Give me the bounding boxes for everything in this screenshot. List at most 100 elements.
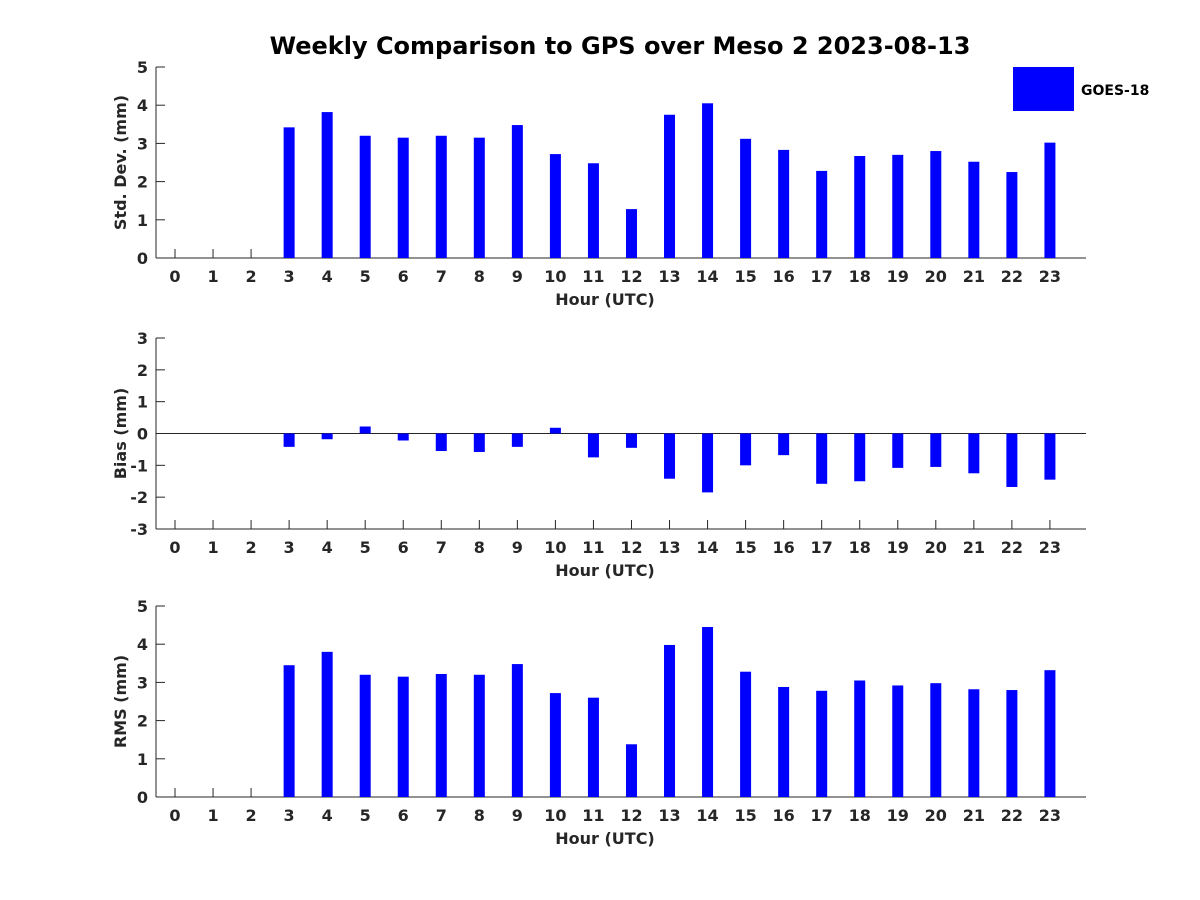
y-axis-label: RMS (mm) [111, 655, 130, 748]
bar-hour-3 [283, 665, 295, 797]
bar-hour-6 [397, 433, 409, 441]
x-tick-label: 8 [474, 538, 485, 557]
bar-hour-13 [664, 433, 676, 479]
y-tick-label: 0 [137, 425, 148, 444]
bar-hour-4 [321, 112, 333, 259]
y-tick-label: -2 [130, 488, 148, 507]
x-tick-label: 0 [169, 806, 180, 825]
x-tick-label: 1 [207, 806, 218, 825]
x-tick-label: 21 [963, 538, 985, 557]
bar-hour-15 [740, 433, 752, 466]
bar-hour-21 [968, 433, 980, 474]
x-tick-label: 11 [582, 538, 604, 557]
y-tick-label: 4 [137, 635, 148, 654]
x-tick-label: 23 [1039, 806, 1061, 825]
y-tick-label: 1 [137, 750, 148, 769]
bar-hour-14 [702, 103, 714, 258]
bar-hour-13 [664, 644, 676, 797]
x-tick-label: 7 [436, 806, 447, 825]
x-tick-label: 0 [169, 267, 180, 286]
x-axis-label: Hour (UTC) [555, 561, 655, 580]
x-tick-label: 7 [436, 267, 447, 286]
x-tick-label: 9 [512, 806, 523, 825]
bar-hour-8 [473, 433, 485, 452]
bar-hour-12 [625, 744, 637, 797]
x-tick-label: 8 [474, 267, 485, 286]
x-tick-label: 6 [398, 806, 409, 825]
bar-hour-12 [625, 209, 637, 258]
x-tick-label: 10 [544, 538, 566, 557]
bar-hour-19 [892, 433, 904, 468]
bar-hour-10 [549, 427, 561, 434]
bar-hour-14 [702, 627, 714, 797]
bar-hour-8 [473, 137, 485, 258]
x-tick-label: 19 [887, 806, 909, 825]
bar-hour-17 [816, 170, 828, 258]
x-tick-label: 6 [398, 538, 409, 557]
bar-hour-7 [435, 433, 447, 452]
bar-hour-3 [283, 433, 295, 447]
x-tick-label: 9 [512, 267, 523, 286]
y-axis-label: Bias (mm) [111, 388, 130, 480]
bar-hour-16 [778, 433, 790, 456]
bar-hour-22 [1006, 690, 1018, 797]
x-tick-label: 4 [322, 806, 333, 825]
x-tick-label: 5 [360, 538, 371, 557]
x-tick-label: 1 [207, 267, 218, 286]
x-tick-label: 0 [169, 538, 180, 557]
legend-swatch [1013, 67, 1074, 111]
x-tick-label: 14 [696, 267, 718, 286]
x-tick-label: 7 [436, 538, 447, 557]
bar-hour-17 [816, 690, 828, 797]
bar-hour-18 [854, 156, 866, 258]
y-tick-label: -1 [130, 456, 148, 475]
bar-hour-7 [435, 673, 447, 797]
x-tick-label: 20 [925, 806, 947, 825]
x-tick-label: 12 [620, 538, 642, 557]
bar-hour-6 [397, 676, 409, 797]
bar-hour-3 [283, 127, 295, 258]
figure-title: Weekly Comparison to GPS over Meso 2 202… [270, 32, 971, 60]
y-tick-label: 3 [137, 134, 148, 153]
x-tick-label: 13 [658, 538, 680, 557]
bar-hour-9 [511, 433, 523, 447]
bar-hour-20 [930, 683, 942, 797]
x-tick-label: 12 [620, 806, 642, 825]
bar-hour-22 [1006, 172, 1018, 258]
bar-hour-14 [702, 433, 714, 493]
x-tick-label: 17 [811, 806, 833, 825]
x-tick-label: 9 [512, 538, 523, 557]
x-tick-label: 18 [849, 806, 871, 825]
bar-hour-20 [930, 433, 942, 467]
y-tick-label: 0 [137, 788, 148, 807]
bar-hour-11 [587, 163, 599, 258]
bar-hour-11 [587, 433, 599, 458]
x-tick-label: 22 [1001, 806, 1023, 825]
y-tick-label: 2 [137, 361, 148, 380]
bar-hour-20 [930, 151, 942, 258]
x-tick-label: 11 [582, 267, 604, 286]
y-tick-label: 0 [137, 249, 148, 268]
bar-hour-17 [816, 433, 828, 484]
x-tick-label: 19 [887, 267, 909, 286]
x-tick-label: 2 [246, 806, 257, 825]
x-tick-label: 3 [284, 806, 295, 825]
x-tick-label: 3 [284, 538, 295, 557]
x-tick-label: 19 [887, 538, 909, 557]
x-tick-label: 21 [963, 806, 985, 825]
bar-hour-16 [778, 686, 790, 797]
bar-hour-23 [1044, 433, 1056, 480]
y-tick-label: 4 [137, 96, 148, 115]
x-tick-label: 22 [1001, 538, 1023, 557]
bar-hour-23 [1044, 142, 1056, 258]
x-tick-label: 3 [284, 267, 295, 286]
x-tick-label: 17 [811, 267, 833, 286]
y-tick-label: 3 [137, 673, 148, 692]
x-tick-label: 5 [360, 806, 371, 825]
x-tick-label: 13 [658, 267, 680, 286]
x-tick-label: 8 [474, 806, 485, 825]
x-tick-label: 22 [1001, 267, 1023, 286]
bar-hour-5 [359, 674, 371, 797]
bar-hour-5 [359, 426, 371, 434]
